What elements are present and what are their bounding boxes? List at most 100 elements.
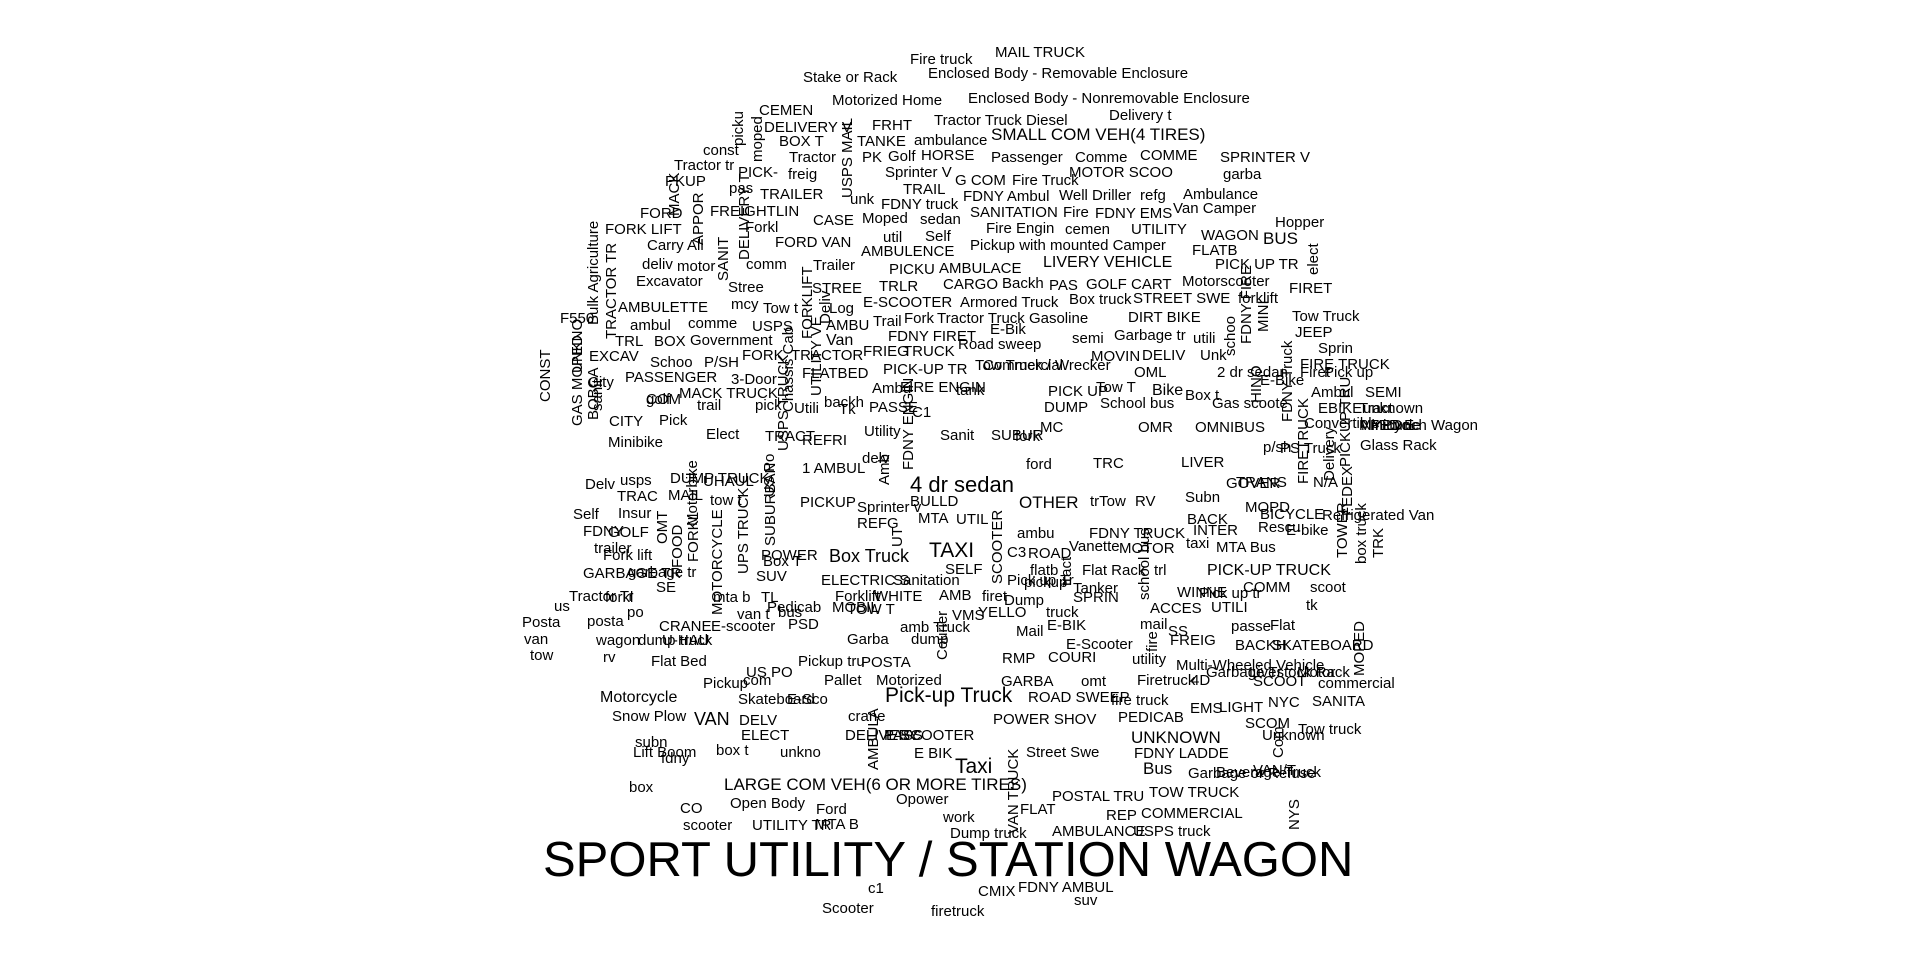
word: TANKE: [857, 133, 906, 150]
word: picku: [730, 110, 747, 146]
word: AMBULETTE: [618, 299, 709, 316]
word: AMBULA: [865, 708, 882, 770]
word: FDNY LADDE: [1134, 745, 1229, 762]
word: Tow T: [1096, 379, 1136, 396]
word: Skateboard: [738, 691, 815, 708]
word: TL: [761, 589, 779, 606]
word: NYPD: [1361, 417, 1403, 434]
word: PKUP: [665, 173, 706, 190]
word: BOX: [654, 333, 686, 350]
word: APPOR: [690, 192, 707, 245]
word: TRAIL: [903, 181, 946, 198]
word: Garbage Tr: [1206, 664, 1282, 681]
word: Flat Bed: [651, 653, 707, 670]
word: Pallet: [824, 672, 862, 689]
word: POSTAL TRU: [1052, 788, 1145, 805]
word: Hopper: [1275, 214, 1325, 231]
word: PASSE: [869, 399, 918, 416]
word: AMBULENCE: [861, 243, 955, 260]
word: Minicycle: [1359, 417, 1421, 434]
word: VAN: [694, 709, 730, 729]
word: PICK UP TR: [1215, 256, 1299, 273]
word: FORK LIFT: [605, 221, 682, 238]
word: Motorized Home: [832, 92, 943, 109]
word: E-bike: [1286, 522, 1329, 539]
word: Enclosed Body - Nonremovable Enclosure: [968, 90, 1250, 107]
word: unkno: [780, 744, 821, 761]
word: AMBULANCE: [1052, 823, 1146, 840]
word: Stree: [728, 279, 764, 296]
word: trTow: [1090, 493, 1126, 510]
word: ROAD SWEEP: [1028, 689, 1130, 706]
word: wagon: [596, 632, 641, 649]
word: GAS MOPED: [569, 335, 586, 426]
word: Bulk Agriculture: [585, 220, 602, 325]
word: SPRINTER V: [1220, 149, 1311, 166]
word: MOTOR: [1119, 540, 1175, 557]
word: DELV: [739, 712, 778, 729]
word: Tow t: [763, 300, 799, 317]
word: Van Camper: [1173, 200, 1257, 217]
word: Motor: [1297, 664, 1336, 681]
word: RV: [1135, 493, 1156, 510]
word: DELIV: [1142, 347, 1186, 364]
word: STREE: [812, 280, 863, 297]
word: PEDICAB: [1118, 709, 1184, 726]
word: elect: [1305, 243, 1322, 275]
word: FDNY: [583, 523, 624, 540]
word: Pick-up Truck: [885, 684, 1013, 707]
word: PAS: [1049, 277, 1078, 294]
word: FLATBED: [802, 365, 869, 382]
word: TOW T: [847, 601, 895, 618]
word: Scooter: [822, 900, 874, 917]
word: WHITE: [874, 588, 923, 605]
word: DELIVERY V: [764, 119, 852, 136]
word: work: [943, 809, 975, 826]
word: unk: [850, 191, 875, 208]
word: Tow Truck: [1292, 308, 1360, 325]
word: 2 dr sedan: [1217, 364, 1288, 381]
word: WINNE: [1177, 584, 1227, 601]
word: U-HAU: [662, 632, 710, 649]
word: AMBU: [826, 317, 870, 334]
word: Street Swe: [1026, 744, 1100, 761]
word: POWER SHOV: [993, 711, 1097, 728]
word: Van: [826, 332, 854, 349]
word: const: [703, 142, 739, 159]
word: UPS TRUCK: [735, 487, 752, 574]
word: Pickup tru: [798, 653, 865, 670]
word: refg: [1140, 187, 1166, 204]
word: garba: [1223, 166, 1262, 183]
word: CRANE: [659, 618, 712, 635]
word: Utili: [794, 400, 819, 417]
word: DELIVERY T: [736, 173, 753, 260]
word: TAXI: [929, 539, 975, 562]
word: Motorcycle: [600, 689, 678, 706]
word: CMIX: [978, 883, 1016, 900]
word: usps: [620, 472, 652, 489]
word: TRL: [615, 333, 644, 350]
word: E-Bik: [990, 321, 1026, 338]
word: bus: [778, 604, 803, 621]
word: VMS: [952, 607, 985, 624]
word: US Po: [761, 453, 778, 497]
word: LIGHT: [1219, 699, 1264, 716]
word: COM: [646, 391, 681, 408]
word: E-Scooter: [1066, 636, 1133, 653]
word: UTIL: [956, 511, 989, 528]
word: USPS: [752, 318, 793, 335]
word: SELF: [945, 561, 983, 578]
word: freig: [788, 166, 818, 183]
word: FREIGHTLIN: [710, 203, 800, 220]
word: FDNY TRUCK: [1089, 525, 1186, 542]
word: Tow truck: [1298, 721, 1362, 738]
word: DUMP TRUCK: [670, 470, 770, 487]
word: Self: [925, 228, 951, 245]
word: PICKUP TRU: [1337, 376, 1354, 467]
word: CO: [680, 800, 703, 817]
word: G COM: [955, 172, 1006, 189]
word: BOX T: [779, 133, 824, 150]
word: US PO: [746, 664, 793, 681]
word: com: [743, 672, 772, 689]
word: tk: [1306, 597, 1318, 614]
